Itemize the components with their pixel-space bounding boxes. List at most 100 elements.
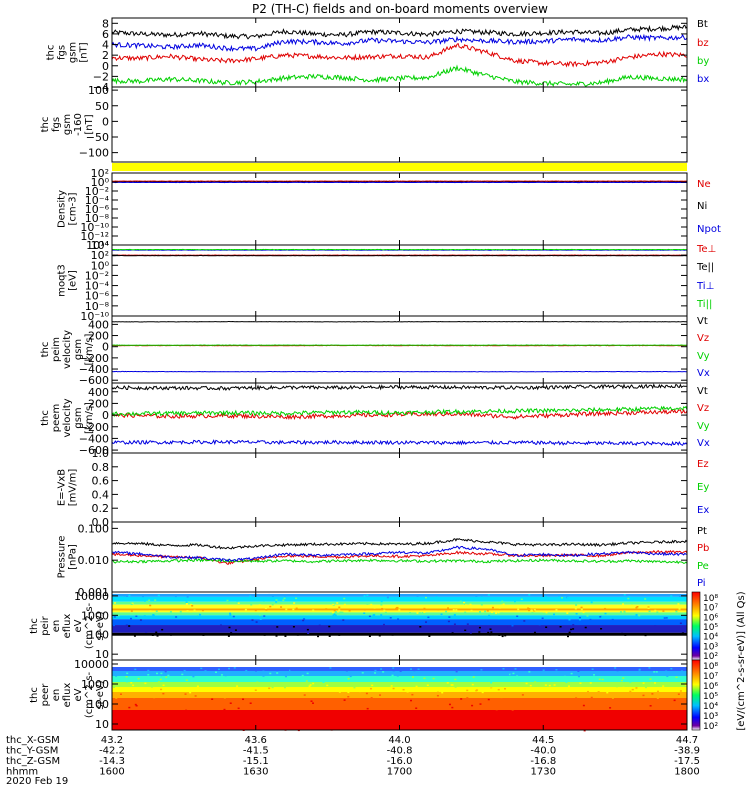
y-tick-label: −400 <box>79 363 109 376</box>
legend-Pt: Pt <box>697 526 707 537</box>
y-tick-label: 1000 <box>81 678 109 691</box>
y-tick-label: −4 <box>93 81 109 94</box>
legend-Vy: Vy <box>697 351 710 362</box>
y-tick-label: 0.001 <box>78 586 110 599</box>
y-tick-label: 10000 <box>74 658 109 671</box>
panel-7: 1.00.80.60.40.20.0 E=-VxB[mV/m] Ez Ey Ex <box>57 447 710 529</box>
series-Pi-line <box>112 545 688 563</box>
heatmap-band-10 <box>112 625 687 633</box>
y-tick-label: 6 <box>102 28 109 41</box>
legend-Ex: Ex <box>697 505 709 516</box>
colorbar-2 <box>691 659 701 731</box>
heatmap-band-9 <box>112 619 687 626</box>
y-tick-label: −600 <box>79 444 109 457</box>
ephem-value: -16.8 <box>530 756 556 767</box>
heatmap-band-5 <box>112 687 687 692</box>
ephem-value: -41.5 <box>243 746 269 757</box>
y-axis-label: Density[cm-3] <box>57 190 79 228</box>
y-tick-label: −200 <box>79 352 109 365</box>
y-tick-label: 100 <box>88 629 109 642</box>
ephem-label: hhmm <box>6 767 38 778</box>
ephem-label: thc_Y-GSM <box>6 746 58 757</box>
panel-2: 100 50 0 −50 −100 thcfgsgsm-160[nT] <box>40 84 688 163</box>
legend-bx: bx <box>697 74 709 85</box>
legend-Ey: Ey <box>697 482 709 493</box>
series-Pt-line <box>111 537 688 550</box>
y-tick-label: 10⁻⁴ <box>85 194 110 207</box>
panel-frame <box>111 172 688 246</box>
legend-Pi: Pi <box>697 578 706 589</box>
legend-Vt: Vt <box>697 316 708 327</box>
colorbar-tick-label: 10⁴ <box>703 702 718 712</box>
y-axis-label: thcpeimvelocitygsm[km/s] <box>40 330 95 369</box>
y-tick-label: 100 <box>88 698 109 711</box>
series-Bt-line <box>111 24 688 40</box>
legend-Ez: Ez <box>697 459 709 470</box>
colorbar-tick-label: 10⁸ <box>703 594 718 604</box>
ephem-value: -40.8 <box>387 746 413 757</box>
y-tick-label: −600 <box>79 374 109 387</box>
colorbar-tick-label: 10⁶ <box>703 613 718 623</box>
heatmap-band-3 <box>112 676 687 682</box>
ephem-value: 1730 <box>531 767 556 778</box>
y-tick-label: 10⁻¹² <box>80 230 109 243</box>
ephem-value: 43.6 <box>245 735 267 746</box>
y-tick-label: 400 <box>88 318 109 331</box>
y-tick-label: 10² <box>91 167 109 180</box>
panel-frame <box>111 17 688 88</box>
y-tick-label: 0.100 <box>78 522 110 535</box>
legend-by: by <box>697 56 709 67</box>
y-tick-label: 10⁻⁶ <box>85 290 110 303</box>
legend-Bt: Bt <box>697 19 708 30</box>
colorbar-tick-label: 10⁷ <box>703 672 718 682</box>
series-Vx-line <box>111 439 688 447</box>
heatmap-band-3 <box>112 601 687 605</box>
heatmap-band-1 <box>112 667 687 671</box>
panel-8: 0.100 0.010 0.001 Pressure[nPa] Pt Pb Pe Pi <box>57 521 709 599</box>
y-tick-label: −100 <box>79 147 109 160</box>
legend-Npot: Npot <box>697 224 721 235</box>
heatmap-band-6 <box>112 692 687 698</box>
ephem-value: -40.0 <box>530 746 556 757</box>
y-tick-label: 50 <box>95 100 109 113</box>
colorbar-tick-label: 10³ <box>703 642 718 652</box>
y-tick-label: 10⁻⁸ <box>85 212 110 225</box>
heatmap-band-7 <box>112 698 687 710</box>
series-Pe-line <box>111 558 688 565</box>
colorbar-tick-label: 10⁷ <box>703 604 718 614</box>
y-tick-label: −400 <box>79 432 109 445</box>
legend-Ti: Ti⊥ <box>696 281 714 292</box>
heatmap-band-7 <box>112 612 687 616</box>
legend-Te: Te|| <box>696 262 714 273</box>
y-tick-label: 0 <box>102 60 109 73</box>
heatmap-texture <box>113 667 687 732</box>
colorbar-tick-label: 10⁶ <box>703 682 718 692</box>
ephem-value: -16.0 <box>387 756 413 767</box>
y-tick-label: 0 <box>102 409 109 422</box>
ephemeris-block: thc_X-GSM 43.2 43.6 44.0 44.5 44.7 thc_Y-GSM -4… <box>6 735 700 778</box>
heatmap-band-6 <box>112 610 687 613</box>
y-tick-label: −2 <box>93 70 109 83</box>
legend-Ni: Ni <box>697 201 707 212</box>
y-tick-label: 10000 <box>74 590 109 603</box>
y-tick-label: 2 <box>102 49 109 62</box>
panels: 86420−2−4thcfgsgsm[nT]Btbzbybx100500−50−… <box>29 17 721 732</box>
ephem-value: -38.9 <box>674 746 700 757</box>
ephem-value: 1800 <box>674 767 699 778</box>
y-tick-label: 0.8 <box>92 461 110 474</box>
series-Vy-line <box>111 405 688 418</box>
legend-bz: bz <box>697 38 709 49</box>
heatmap-band-11 <box>112 632 687 636</box>
y-axis-label: thcfgsgsm-160[nT] <box>40 113 95 136</box>
heatmap-band-4 <box>112 604 687 609</box>
series-Vy-line <box>112 344 688 346</box>
ephem-value: 44.7 <box>676 735 698 746</box>
legend-Vx: Vx <box>697 368 710 379</box>
y-tick-label: 1000 <box>81 609 109 622</box>
y-tick-label: 10⁴ <box>91 239 110 252</box>
y-tick-label: −200 <box>79 421 109 434</box>
